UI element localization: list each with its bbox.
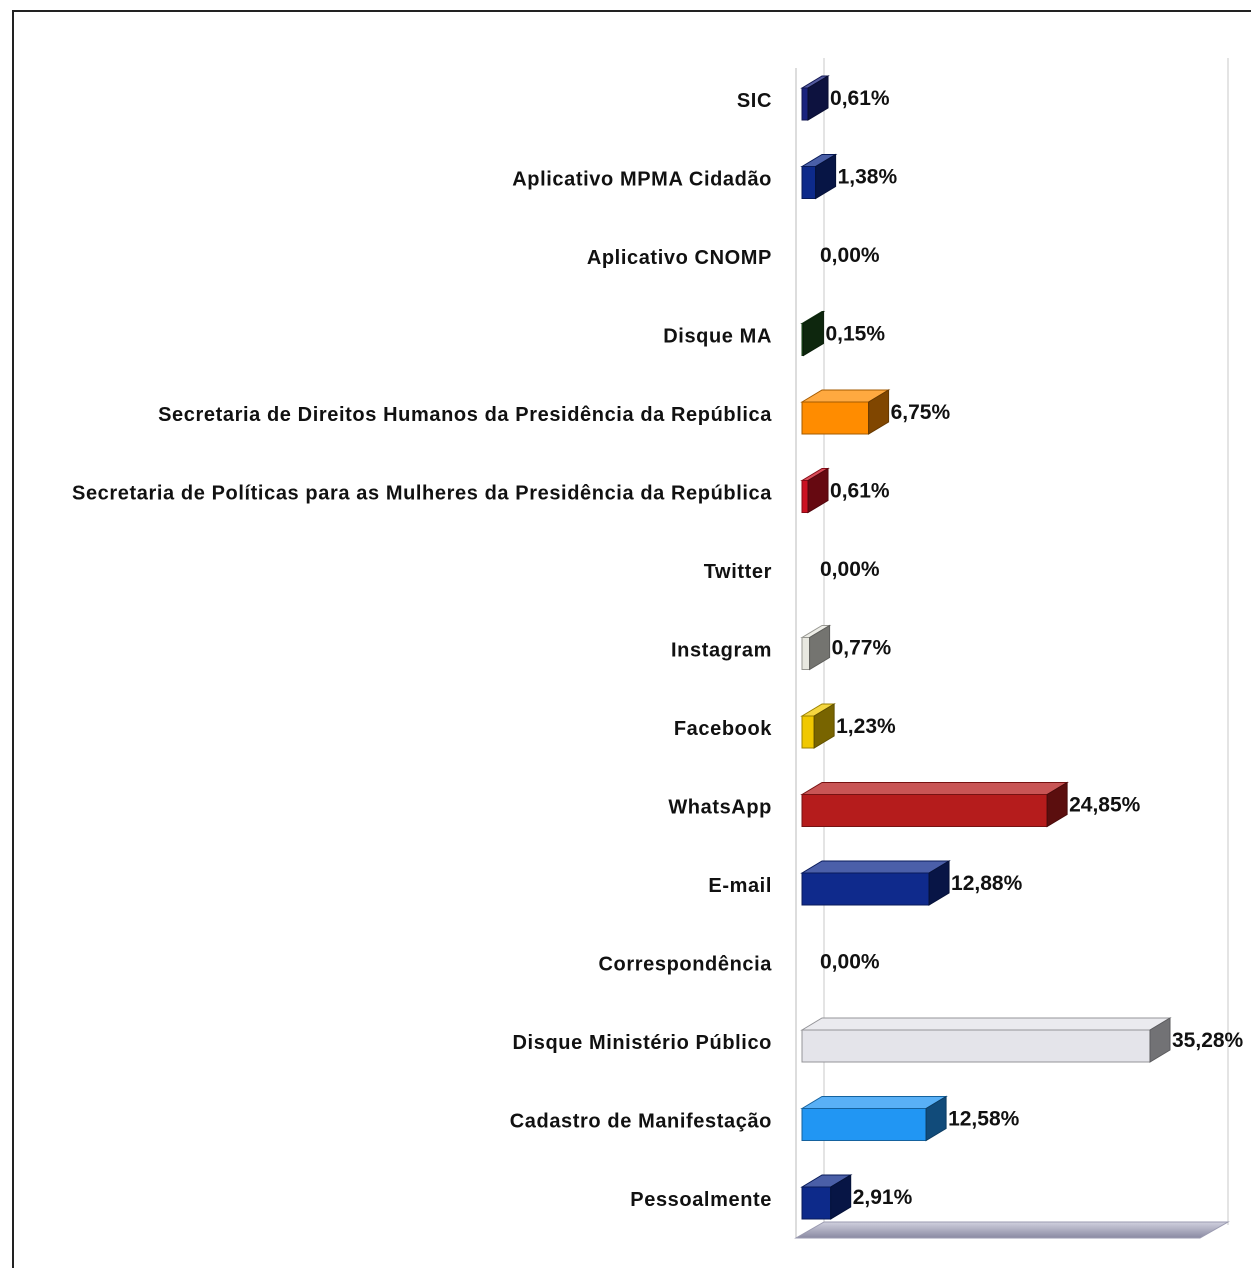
chart-floor	[794, 1221, 1230, 1239]
category-label: SIC	[737, 90, 772, 112]
category-label: Disque Ministério Público	[513, 1032, 772, 1054]
data-label: 0,00%	[820, 951, 880, 974]
bar-top-face	[800, 1017, 1172, 1031]
bar	[801, 401, 870, 435]
bar-side-face	[1149, 1017, 1171, 1063]
bar-side-face	[813, 703, 835, 749]
bar	[801, 166, 817, 199]
category-label: Secretaria de Políticas para as Mulheres…	[72, 483, 772, 505]
bar-side-face	[868, 389, 890, 435]
category-label: Cadastro de Manifestação	[510, 1111, 772, 1133]
data-label: 1,38%	[838, 166, 898, 189]
bar-side-face	[1046, 781, 1068, 828]
data-label: 0,77%	[832, 637, 892, 660]
data-label: 2,91%	[853, 1186, 913, 1209]
data-label: 0,00%	[820, 244, 880, 267]
bar	[801, 637, 811, 670]
category-label: Instagram	[671, 640, 772, 662]
data-label: 12,58%	[948, 1108, 1020, 1131]
category-label: Disque MA	[663, 326, 772, 348]
category-label: Twitter	[704, 561, 772, 583]
bar-top-face	[800, 782, 1069, 795]
bar-side-face	[928, 860, 950, 906]
bar	[801, 794, 1048, 827]
category-label: E-mail	[708, 875, 772, 897]
chart-frame	[12, 10, 1251, 1268]
bar-side-face	[925, 1095, 947, 1142]
bar-side-face	[815, 153, 837, 200]
bar-side-face	[809, 624, 831, 671]
data-label: 12,88%	[951, 872, 1023, 895]
bar	[801, 87, 809, 121]
bar-top-face	[800, 860, 951, 874]
category-label: Secretaria de Direitos Humanos da Presid…	[158, 404, 772, 426]
bar	[801, 1186, 832, 1220]
category-label: Correspondência	[599, 954, 773, 976]
bar	[801, 1108, 927, 1141]
bar-side-face	[807, 467, 829, 514]
data-label: 0,61%	[830, 87, 890, 110]
data-label: 6,75%	[891, 401, 951, 424]
bar	[801, 480, 809, 513]
data-label: 24,85%	[1069, 794, 1141, 817]
category-label: Aplicativo CNOMP	[587, 247, 772, 269]
category-label: Facebook	[674, 718, 772, 740]
data-label: 35,28%	[1172, 1029, 1244, 1052]
bar-side-face	[830, 1174, 852, 1220]
category-label: Pessoalmente	[630, 1189, 772, 1211]
data-label: 0,61%	[830, 480, 890, 503]
data-label: 1,23%	[836, 715, 896, 738]
bar	[801, 1029, 1151, 1063]
category-label: WhatsApp	[668, 797, 772, 819]
data-label: 0,00%	[820, 558, 880, 581]
bar-side-face	[807, 75, 829, 121]
category-label: Aplicativo MPMA Cidadão	[512, 169, 772, 191]
bar-top-face	[800, 1096, 948, 1109]
data-label: 0,15%	[825, 323, 885, 346]
bar	[801, 872, 930, 906]
bar	[801, 715, 815, 749]
bar-side-face	[802, 310, 824, 357]
